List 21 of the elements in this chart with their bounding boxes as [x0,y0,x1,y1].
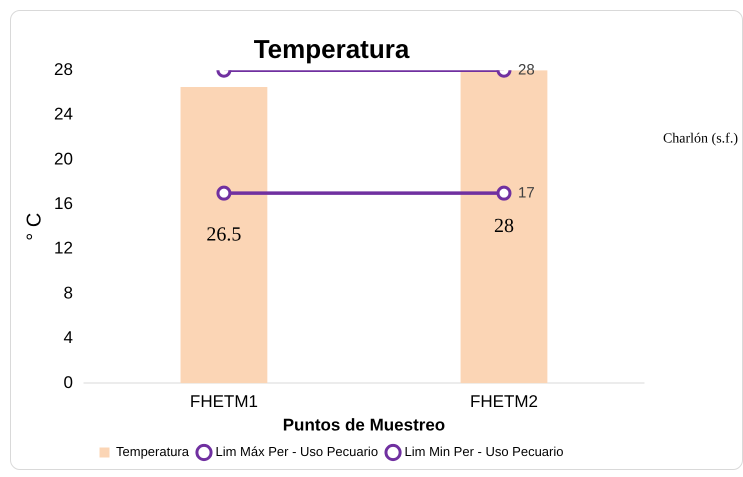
legend-label: Temperatura [116,444,190,460]
x-tick-label: FHETM2 [470,392,538,412]
data-label: 28 [518,61,535,78]
data-label: 26.5 [206,223,242,246]
y-tick-label: 8 [63,283,73,302]
chart-title: Temperatura [254,34,410,64]
y-tick-label: 12 [54,238,73,258]
text: Charlón (s.f.) [662,132,738,147]
legend-label: Lim Máx Per - Uso Pecuario [215,444,378,460]
y-tick-label: 4 [63,328,73,348]
legend-label: Lim Min Per - Uso Pecuario [404,444,564,460]
y-axis-title: ° C [24,212,46,241]
x-tick-label: FHETM1 [190,392,258,412]
y-tick-label: 24 [54,104,73,124]
y-tick-label: 20 [54,149,73,168]
x-axis-title: Puntos de Muestreo [282,415,446,434]
y-tick-label: 28 [54,60,73,79]
y-tick-label: 0 [63,372,73,392]
y-tick-label: 16 [54,194,73,214]
data-label: 28 [494,214,514,237]
data-label: 17 [518,184,535,202]
